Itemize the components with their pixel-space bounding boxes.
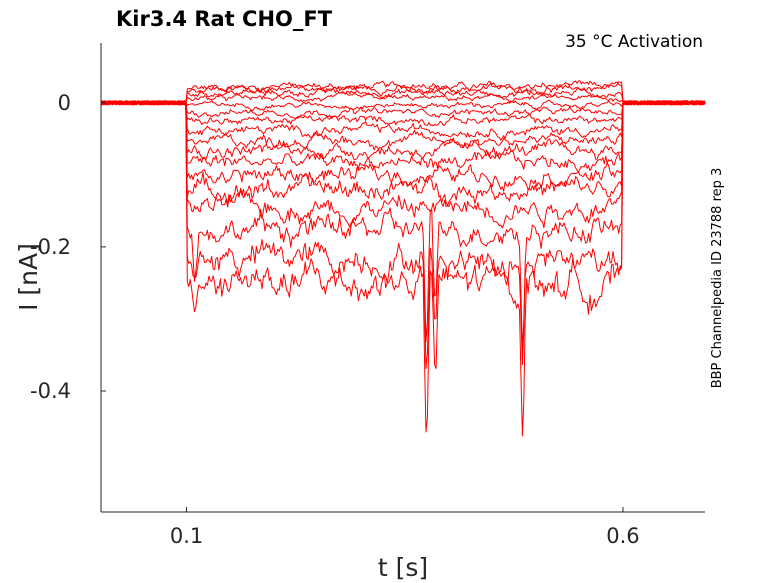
x-ticks-group: 0.1 0.6	[170, 507, 640, 548]
trace-line-17	[100, 100, 706, 437]
trace-line-2	[100, 81, 706, 106]
x-tick-label: 0.6	[606, 524, 639, 548]
x-axis-label: t [s]	[378, 553, 428, 582]
traces-group	[100, 80, 706, 437]
trace-line-14	[100, 100, 706, 229]
trace-line-1	[100, 80, 706, 106]
x-tick-label: 0.1	[170, 524, 203, 548]
trace-line-13	[100, 100, 706, 208]
trace-line-4	[100, 92, 706, 106]
trace-line-5	[100, 99, 706, 112]
trace-line-11	[100, 100, 706, 173]
chart-annotation: 35 °C Activation	[565, 32, 703, 52]
trace-line-9	[100, 100, 706, 151]
chart-title: Kir3.4 Rat CHO_FT	[116, 7, 333, 31]
y-tick-label: 0	[58, 91, 71, 115]
trace-line-7	[100, 100, 706, 127]
trace-line-16	[100, 100, 706, 370]
y-tick-label: -0.2	[30, 235, 71, 259]
trace-line-10	[100, 100, 706, 160]
trace-line-8	[100, 100, 706, 141]
trace-line-6	[100, 100, 706, 119]
y-ticks-group: 0 -0.2 -0.4	[30, 91, 106, 403]
trace-line-3	[100, 87, 706, 106]
side-label: BBP Channelpedia ID 23788 rep 3	[710, 168, 725, 389]
y-tick-label: -0.4	[30, 379, 71, 403]
trace-line-12	[100, 100, 706, 192]
y-axis-label: I [nA]	[14, 243, 43, 311]
trace-line-15	[100, 100, 706, 352]
